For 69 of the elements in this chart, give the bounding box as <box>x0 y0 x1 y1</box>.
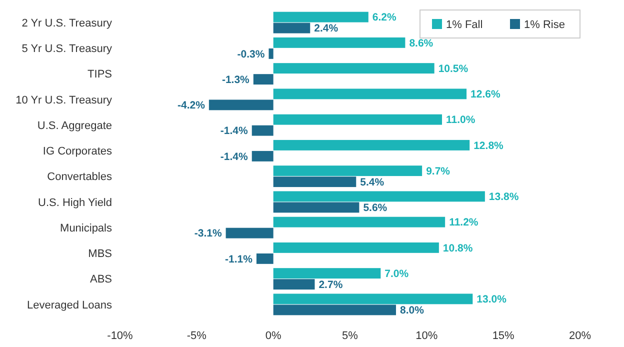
bar <box>273 37 406 48</box>
bar <box>208 100 274 110</box>
data-label: 12.8% <box>474 140 504 152</box>
x-tick-label: 10% <box>416 330 438 342</box>
data-label: 5.4% <box>360 176 385 188</box>
data-label: 10.5% <box>438 62 469 75</box>
data-label: -1.4% <box>220 150 249 163</box>
bar <box>226 228 274 238</box>
bar <box>273 304 396 316</box>
x-tick-label: 15% <box>492 330 515 342</box>
bar <box>273 294 473 304</box>
data-label: 2.4% <box>314 22 339 35</box>
y-tick-label: IG Corporates <box>42 146 112 158</box>
y-tick-label: U.S. High Yield <box>38 196 112 209</box>
bar <box>273 279 315 290</box>
data-label: 5.6% <box>363 202 388 214</box>
data-label: 11.0% <box>446 114 476 126</box>
data-label: 11.2% <box>449 216 479 229</box>
y-tick-label: MBS <box>88 248 112 260</box>
bar <box>252 150 274 162</box>
y-tick-label: ABS <box>90 274 112 286</box>
bar <box>273 242 439 253</box>
x-tick-label: 5% <box>342 330 358 342</box>
data-label: -1.3% <box>222 74 250 86</box>
x-tick-label: -5% <box>186 330 207 342</box>
y-tick-label: Leveraged Loans <box>26 299 112 312</box>
data-label: -1.4% <box>220 125 249 138</box>
data-label: 12.6% <box>470 88 501 101</box>
x-tick-label: 20% <box>568 330 592 342</box>
legend-label: 1% Rise <box>524 18 565 31</box>
bar <box>273 88 467 100</box>
bar <box>273 202 360 213</box>
data-label: -0.3% <box>237 48 266 60</box>
y-tick-label: 5 Yr U.S. Treasury <box>22 43 112 56</box>
data-label: 10.8% <box>442 242 474 254</box>
data-label: 8.6% <box>409 37 434 50</box>
bar <box>273 166 422 176</box>
bar <box>273 191 485 202</box>
data-label: 2.7% <box>318 278 344 291</box>
bar <box>273 63 434 74</box>
bar <box>273 140 470 150</box>
x-tick-label: -10% <box>107 330 134 342</box>
bar <box>252 125 274 136</box>
data-label: 7.0% <box>384 268 410 280</box>
y-tick-label: U.S. Aggregate <box>37 120 112 132</box>
y-tick-label: Municipals <box>60 222 112 234</box>
y-tick-label: 2 Yr U.S. Treasury <box>22 17 112 30</box>
y-tick-label: TIPS <box>88 68 112 81</box>
bar <box>256 253 274 264</box>
bar <box>273 22 310 34</box>
bar <box>273 216 446 228</box>
bar <box>273 114 442 125</box>
data-label: 13.8% <box>488 191 520 204</box>
y-tick-label: 10 Yr U.S. Treasury <box>16 94 112 106</box>
data-label: 6.2% <box>372 12 397 24</box>
bar <box>273 176 356 188</box>
data-label: 8.0% <box>400 304 425 317</box>
bar <box>268 48 274 59</box>
data-label: -3.1% <box>194 228 222 240</box>
data-label: 13.0% <box>476 294 508 306</box>
bar <box>273 12 368 22</box>
bar <box>273 268 381 279</box>
y-tick-label: Convertables <box>47 171 112 184</box>
data-label: -1.1% <box>225 253 254 266</box>
x-tick-label: 0% <box>265 330 282 342</box>
data-label: -4.2% <box>177 100 206 112</box>
bar <box>253 74 274 85</box>
data-label: 9.7% <box>426 165 451 178</box>
legend-label: 1% Fall <box>446 18 483 31</box>
